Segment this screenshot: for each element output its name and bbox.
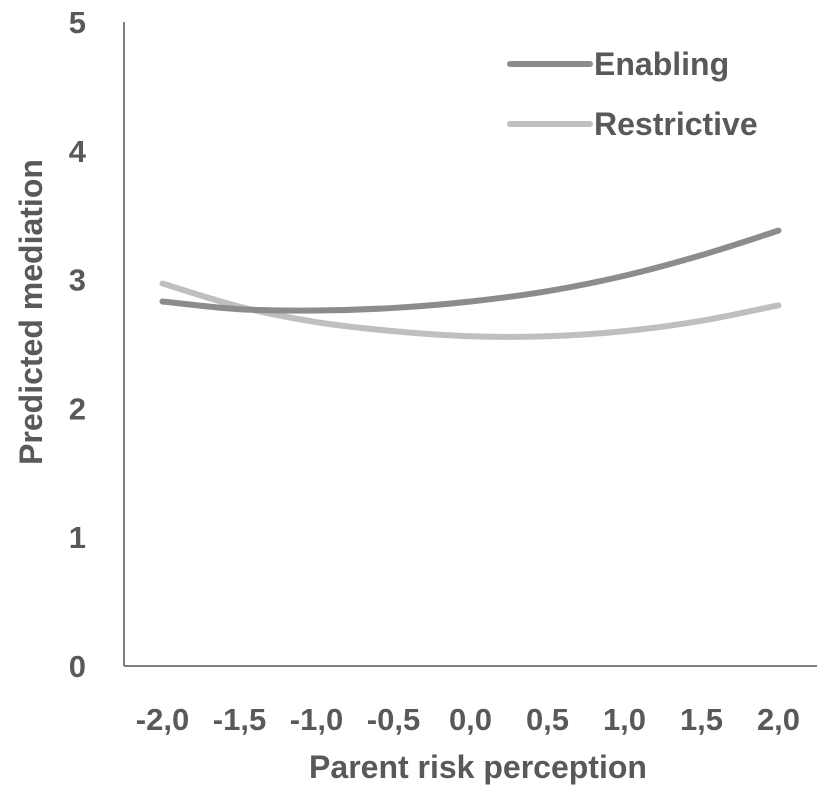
x-axis-title: Parent risk perception: [309, 749, 647, 785]
x-tick-label: 0,5: [526, 702, 569, 737]
x-tick-label: -1,5: [213, 702, 266, 737]
series-lines: [159, 227, 782, 340]
y-tick-labels: 0 1 2 3 4 5: [69, 5, 87, 684]
series-line-enabling: [159, 227, 782, 314]
y-tick-label: 3: [69, 263, 86, 298]
x-tick-label: 1,5: [680, 702, 723, 737]
axes: [123, 22, 817, 667]
y-tick-label: 1: [69, 520, 86, 555]
legend-label-enabling: Enabling: [594, 46, 729, 82]
x-tick-label: -2,0: [136, 702, 189, 737]
x-tick-label: -0,5: [367, 702, 420, 737]
x-tick-label: -1,0: [290, 702, 343, 737]
y-tick-label: 2: [69, 391, 86, 426]
x-tick-label: 1,0: [603, 702, 646, 737]
legend-label-restrictive: Restrictive: [594, 106, 758, 142]
x-tick-label: 0,0: [449, 702, 492, 737]
legend: Enabling Restrictive: [507, 46, 758, 142]
y-tick-label: 4: [69, 134, 87, 169]
x-tick-labels: -2,0 -1,5 -1,0 -0,5 0,0 0,5 1,0 1,5 2,0: [136, 702, 800, 737]
y-tick-label: 5: [69, 5, 86, 40]
y-tick-label: 0: [69, 649, 86, 684]
x-tick-label: 2,0: [757, 702, 800, 737]
y-axis-title: Predicted mediation: [13, 159, 49, 465]
